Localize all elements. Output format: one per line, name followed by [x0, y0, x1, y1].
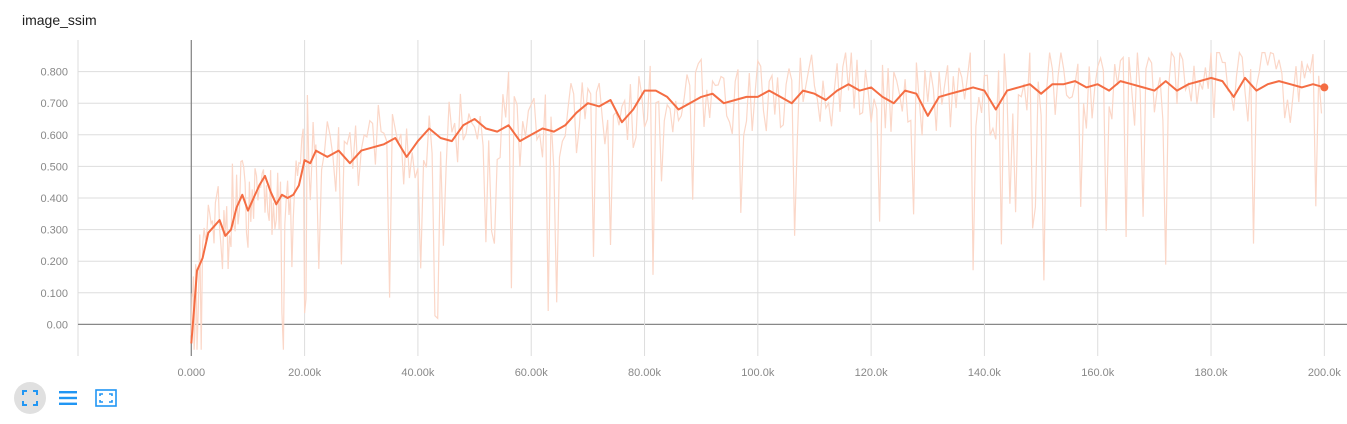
x-tick-label: 40.00k	[401, 367, 435, 376]
fit-domain-icon	[22, 390, 38, 406]
list-icon	[59, 391, 77, 405]
y-tick-label: 0.200	[40, 256, 68, 268]
expand-button[interactable]	[90, 382, 122, 414]
x-tick-label: 80.00k	[628, 367, 662, 376]
y-tick-label: 0.800	[40, 67, 68, 79]
x-tick-label: 60.00k	[515, 367, 549, 376]
raw-series-line	[190, 50, 1323, 350]
expand-icon	[95, 389, 117, 407]
x-tick-label: 20.00k	[288, 367, 322, 376]
y-tick-label: 0.600	[40, 130, 68, 142]
y-tick-label: 0.00	[47, 319, 68, 331]
x-tick-label: 100.0k	[741, 367, 775, 376]
y-tick-label: 0.700	[40, 98, 68, 110]
y-tick-label: 0.500	[40, 161, 68, 173]
tick-labels: 0.00 0.100 0.200 0.300 0.400 0.500 0.600 0.700 0…	[40, 67, 1341, 376]
smoothed-series-line	[190, 76, 1325, 344]
y-tick-label: 0.300	[40, 225, 68, 237]
x-tick-label: 200.0k	[1308, 367, 1342, 376]
chart-title: image_ssim	[22, 12, 97, 28]
smoothed-series-layer	[190, 76, 1329, 344]
toggle-log-button[interactable]	[52, 382, 84, 414]
x-tick-label: 160.0k	[1081, 367, 1115, 376]
last-point-marker	[1320, 83, 1329, 92]
y-tick-label: 0.100	[40, 288, 68, 300]
fit-domain-button[interactable]	[14, 382, 46, 414]
x-tick-label: 140.0k	[968, 367, 1002, 376]
chart-svg[interactable]: 0.00 0.100 0.200 0.300 0.400 0.500 0.600 0.700 0…	[0, 0, 1347, 376]
chart-toolbar	[14, 382, 122, 414]
raw-series-layer	[190, 50, 1323, 350]
y-tick-label: 0.400	[40, 193, 68, 205]
x-tick-label: 180.0k	[1195, 367, 1229, 376]
x-tick-label: 120.0k	[855, 367, 889, 376]
x-tick-label: 0.000	[178, 367, 206, 376]
